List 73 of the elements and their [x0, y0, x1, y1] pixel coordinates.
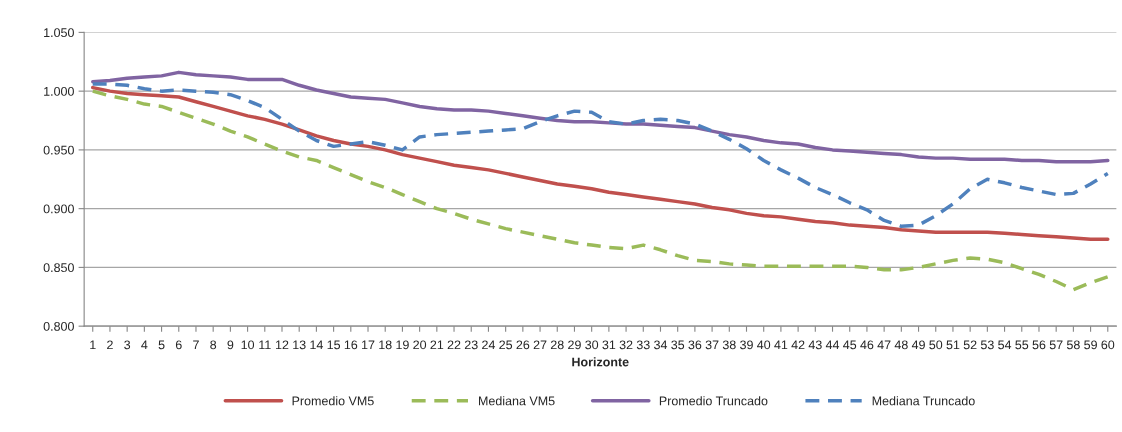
x-tick-label: 44 — [825, 340, 840, 350]
x-tick-label: 2 — [107, 340, 113, 350]
x-tick-label: 42 — [791, 340, 805, 350]
x-tick-label: 8 — [210, 340, 217, 350]
x-tick-label: 57 — [1049, 340, 1063, 350]
x-tick-label: 33 — [636, 340, 650, 350]
x-axis-title: Horizonte — [572, 357, 629, 367]
line-series — [91, 89, 1110, 292]
x-tick-label: 24 — [482, 340, 496, 350]
x-tick-label: 55 — [1015, 340, 1029, 350]
x-tick-label: 47 — [877, 340, 891, 350]
x-tick-label: 46 — [860, 340, 874, 350]
x-tick-label: 49 — [911, 340, 925, 350]
x-tick-label: 28 — [550, 340, 564, 350]
x-tick-label: 45 — [843, 340, 857, 350]
legend-label: Mediana VM5 — [479, 396, 555, 406]
x-tick-label: 13 — [293, 340, 306, 350]
x-tick-label: 58 — [1066, 340, 1080, 350]
x-tick-label: 59 — [1084, 340, 1097, 350]
y-tick-label: 0.850 — [43, 263, 74, 273]
legend-label: Promedio Truncado — [659, 396, 768, 406]
x-tick-label: 12 — [276, 340, 289, 350]
x-tick-label: 15 — [327, 340, 341, 350]
x-tick-label: 29 — [568, 340, 581, 350]
x-tick-label: 18 — [379, 340, 392, 350]
x-tick-label: 16 — [344, 340, 358, 350]
x-tick-label: 1 — [90, 340, 96, 350]
x-tick-label: 20 — [413, 340, 427, 350]
line-series — [91, 70, 1110, 164]
x-tick-label: 52 — [963, 340, 977, 350]
x-tick-label: 27 — [533, 340, 547, 350]
x-tick-label: 26 — [516, 340, 530, 350]
y-tick-label: 0.900 — [43, 204, 74, 214]
x-tick-label: 25 — [499, 340, 513, 350]
y-tick-label: 1.050 — [44, 28, 74, 38]
x-tick-label: 36 — [688, 340, 702, 350]
x-tick-label: 53 — [980, 340, 994, 350]
x-tick-label: 5 — [158, 340, 165, 350]
x-tick-label: 38 — [722, 340, 736, 350]
x-tick-label: 17 — [362, 340, 375, 350]
x-tick-label: 37 — [705, 340, 719, 350]
x-tick-label: 34 — [654, 340, 668, 350]
x-tick-label: 51 — [946, 340, 960, 350]
x-tick-label: 50 — [929, 340, 943, 350]
x-tick-label: 9 — [227, 340, 234, 350]
x-tick-label: 19 — [396, 340, 409, 350]
y-tick-label: 0.950 — [43, 145, 74, 155]
x-tick-label: 11 — [259, 340, 271, 350]
y-tick-label: 1.000 — [44, 86, 74, 96]
x-tick-label: 22 — [447, 340, 461, 350]
x-tick-label: 54 — [998, 340, 1012, 350]
x-tick-label: 35 — [671, 340, 685, 350]
x-tick-label: 4 — [141, 340, 148, 350]
x-tick-label: 30 — [585, 340, 599, 350]
y-tick-label: 0.800 — [43, 321, 74, 331]
legend-label: Mediana Truncado — [872, 396, 975, 406]
x-tick-label: 14 — [310, 340, 323, 350]
x-tick-label: 43 — [808, 340, 822, 350]
x-tick-label: 7 — [193, 340, 199, 350]
x-tick-label: 31 — [602, 340, 616, 350]
x-tick-label: 60 — [1101, 340, 1115, 350]
x-tick-label: 23 — [464, 340, 478, 350]
x-tick-label: 56 — [1032, 340, 1046, 350]
x-tick-label: 32 — [619, 340, 633, 350]
x-tick-label: 21 — [430, 340, 444, 350]
x-tick-label: 6 — [175, 340, 182, 350]
x-tick-label: 41 — [774, 340, 788, 350]
x-tick-label: 10 — [241, 340, 255, 350]
legend-label: Promedio VM5 — [292, 396, 374, 406]
x-tick-label: 3 — [124, 340, 131, 350]
x-tick-label: 48 — [894, 340, 908, 350]
x-tick-label: 39 — [740, 340, 753, 350]
x-tick-label: 40 — [757, 340, 771, 350]
